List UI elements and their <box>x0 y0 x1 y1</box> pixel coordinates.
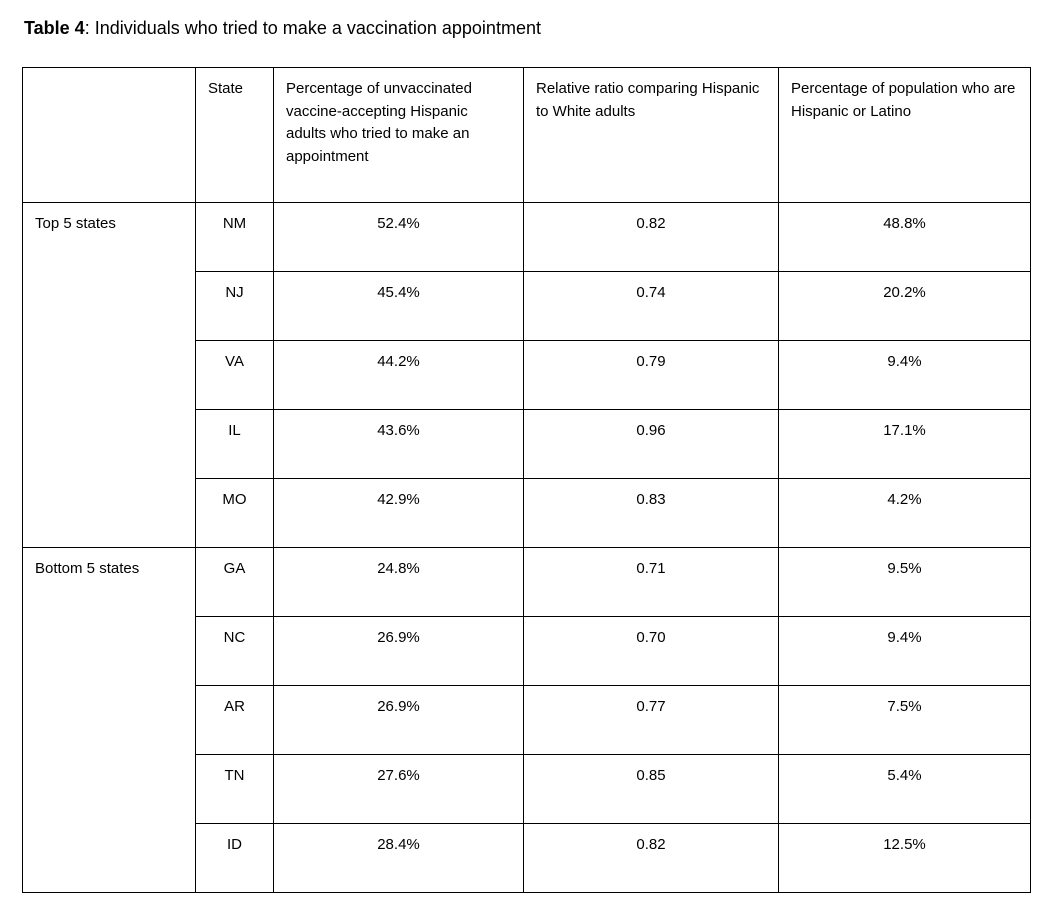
pct-hispanic-cell: 9.4% <box>778 616 1031 686</box>
pct-tried-cell: 43.6% <box>273 409 524 479</box>
state-cell: NC <box>195 616 274 686</box>
pct-hispanic-cell: 17.1% <box>778 409 1031 479</box>
pct-tried-cell: 42.9% <box>273 478 524 548</box>
pct-hispanic-cell: 20.2% <box>778 271 1031 341</box>
table-row: ID 28.4% 0.82 12.5% <box>23 823 1031 893</box>
header-pct-hispanic: Percentage of population who are Hispani… <box>778 67 1031 203</box>
ratio-cell: 0.70 <box>523 616 779 686</box>
ratio-cell: 0.74 <box>523 271 779 341</box>
table-caption-number: Table 4 <box>24 18 85 38</box>
table-row: TN 27.6% 0.85 5.4% <box>23 754 1031 824</box>
row-group-label-bottom5: Bottom 5 states <box>22 547 196 893</box>
table-row: NC 26.9% 0.70 9.4% <box>23 616 1031 686</box>
vaccination-appointment-table: State Percentage of unvaccinated vaccine… <box>22 67 1031 893</box>
ratio-cell: 0.77 <box>523 685 779 755</box>
table-row: MO 42.9% 0.83 4.2% <box>23 478 1031 548</box>
pct-tried-cell: 28.4% <box>273 823 524 893</box>
table-row: Top 5 states NM 52.4% 0.82 48.8% <box>22 202 1031 548</box>
table-header-row: State Percentage of unvaccinated vaccine… <box>22 67 1031 203</box>
state-cell: GA <box>195 547 274 617</box>
ratio-cell: 0.85 <box>523 754 779 824</box>
state-cell: TN <box>195 754 274 824</box>
table-row: AR 26.9% 0.77 7.5% <box>23 685 1031 755</box>
state-cell: NM <box>195 202 274 272</box>
pct-hispanic-cell: 9.5% <box>778 547 1031 617</box>
pct-tried-cell: 26.9% <box>273 616 524 686</box>
ratio-cell: 0.82 <box>523 202 779 272</box>
ratio-cell: 0.83 <box>523 478 779 548</box>
pct-tried-cell: 24.8% <box>273 547 524 617</box>
ratio-cell: 0.79 <box>523 340 779 410</box>
state-cell: MO <box>195 478 274 548</box>
table-row: IL 43.6% 0.96 17.1% <box>23 409 1031 479</box>
pct-hispanic-cell: 5.4% <box>778 754 1031 824</box>
pct-hispanic-cell: 7.5% <box>778 685 1031 755</box>
state-cell: ID <box>195 823 274 893</box>
pct-tried-cell: 52.4% <box>273 202 524 272</box>
pct-tried-cell: 45.4% <box>273 271 524 341</box>
pct-hispanic-cell: 9.4% <box>778 340 1031 410</box>
pct-hispanic-cell: 4.2% <box>778 478 1031 548</box>
state-cell: AR <box>195 685 274 755</box>
ratio-cell: 0.71 <box>523 547 779 617</box>
ratio-cell: 0.82 <box>523 823 779 893</box>
state-cell: NJ <box>195 271 274 341</box>
state-cell: VA <box>195 340 274 410</box>
pct-tried-cell: 44.2% <box>273 340 524 410</box>
table-row: VA 44.2% 0.79 9.4% <box>23 340 1031 410</box>
header-relative-ratio: Relative ratio comparing Hispanic to Whi… <box>523 67 779 203</box>
table-row: Bottom 5 states GA 24.8% 0.71 9.5% <box>22 547 1031 893</box>
pct-hispanic-cell: 12.5% <box>778 823 1031 893</box>
pct-tried-cell: 27.6% <box>273 754 524 824</box>
pct-hispanic-cell: 48.8% <box>778 202 1031 272</box>
table-caption: Table 4: Individuals who tried to make a… <box>24 16 1064 40</box>
row-group-label-top5: Top 5 states <box>22 202 196 548</box>
table-row: NJ 45.4% 0.74 20.2% <box>23 271 1031 341</box>
state-cell: IL <box>195 409 274 479</box>
table-caption-text: : Individuals who tried to make a vaccin… <box>84 18 541 38</box>
pct-tried-cell: 26.9% <box>273 685 524 755</box>
header-pct-tried: Percentage of unvaccinated vaccine-accep… <box>273 67 524 203</box>
ratio-cell: 0.96 <box>523 409 779 479</box>
header-state: State <box>195 67 274 203</box>
header-blank <box>22 67 196 203</box>
